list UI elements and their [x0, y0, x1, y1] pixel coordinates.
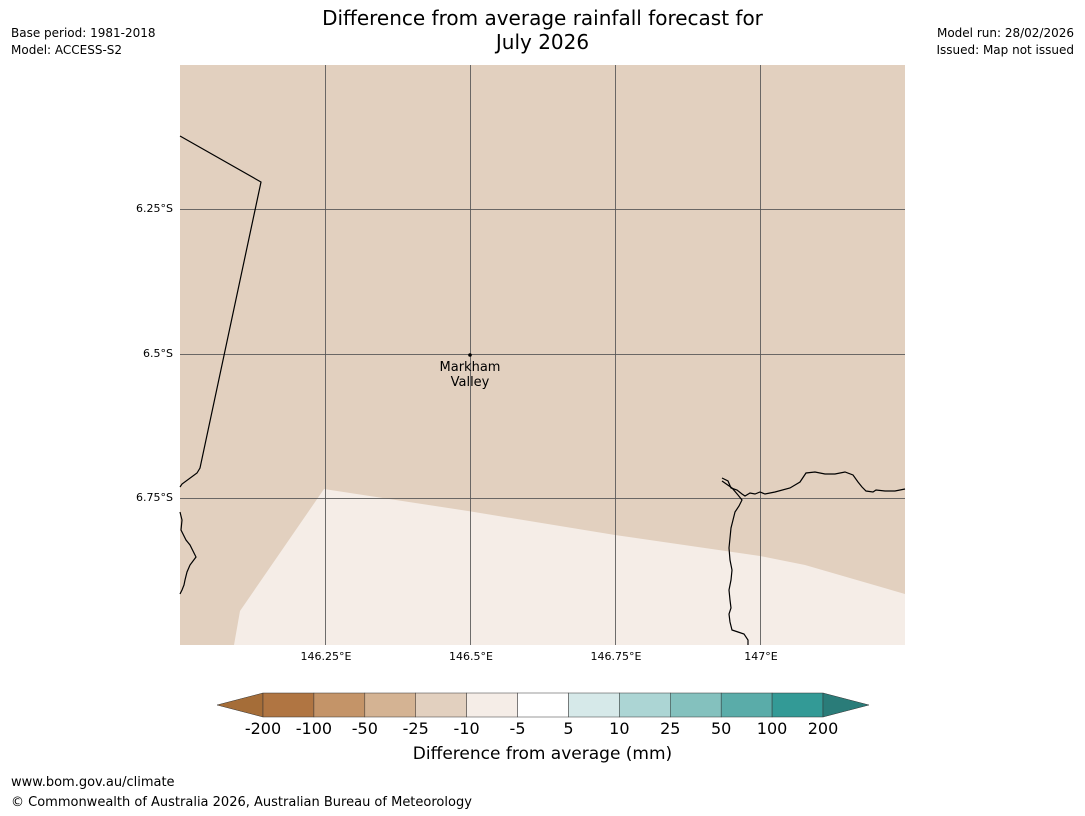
colorbar-segment: [364, 692, 416, 718]
place-name-line-1: Markham: [439, 360, 501, 375]
model-run: Model run: 28/02/2026: [936, 26, 1074, 40]
footer-url: www.bom.gov.au/climate: [11, 775, 175, 790]
meta-right: Model run: 28/02/2026 Issued: Map not is…: [936, 25, 1074, 59]
lat-label-6-75: 6.75°S: [136, 491, 173, 504]
colorbar-title: Difference from average (mm): [412, 744, 673, 764]
lon-label-146-75: 146.75°E: [590, 650, 642, 663]
meta-left: Base period: 1981-2018 Model: ACCESS-S2: [11, 25, 156, 59]
coastline-east: [721, 471, 906, 497]
footer-copyright: © Commonwealth of Australia 2026, Austra…: [11, 795, 472, 810]
colorbar-segment: [771, 692, 824, 718]
colorbar-segment: [262, 692, 315, 718]
lon-label-146-25: 146.25°E: [300, 650, 352, 663]
lon-label-146-5: 146.5°E: [449, 650, 493, 663]
lon-label-147: 147°E: [744, 650, 778, 663]
colorbar-tick-label: -200: [244, 719, 282, 738]
colorbar-segment: [313, 692, 366, 718]
colorbar-tick-label: -25: [402, 719, 429, 738]
near-average-region: [234, 489, 905, 645]
colorbar: [216, 692, 870, 718]
title-line-2: July 2026: [495, 30, 590, 54]
issued-status: Issued: Map not issued: [936, 43, 1074, 57]
colorbar-segment: [517, 692, 569, 718]
colorbar-tick-label: 10: [609, 719, 630, 738]
colorbar-segment: [670, 692, 722, 718]
colorbar-segment: [568, 692, 620, 718]
map-title: Difference from average rainfall forecas…: [0, 6, 1085, 54]
boundary-line-west: [179, 135, 262, 488]
colorbar-tick-label: -50: [351, 719, 378, 738]
lat-label-6-25: 6.25°S: [136, 202, 173, 215]
colorbar-segment: [619, 692, 671, 718]
colorbar-tick-label: 100: [756, 719, 788, 738]
place-label: Markham Valley: [420, 360, 520, 390]
place-marker: [468, 353, 472, 357]
colorbar-tick-label: -100: [295, 719, 333, 738]
title-line-1: Difference from average rainfall forecas…: [322, 6, 763, 30]
coastline-southwest: [179, 511, 197, 595]
place-name-line-2: Valley: [450, 375, 490, 390]
colorbar-tick-label: 25: [660, 719, 681, 738]
colorbar-segment: [466, 692, 518, 718]
colorbar-tick-label: 5: [563, 719, 574, 738]
borders-coastline: [179, 135, 906, 645]
river-line: [721, 480, 749, 645]
colorbar-extend-low: [216, 692, 264, 718]
lat-label-6-5: 6.5°S: [143, 347, 173, 360]
model-name: Model: ACCESS-S2: [11, 43, 123, 57]
base-period: Base period: 1981-2018: [11, 26, 156, 40]
colorbar-segment: [720, 692, 773, 718]
colorbar-tick-label: -5: [509, 719, 526, 738]
colorbar-extend-high: [822, 692, 870, 718]
colorbar-tick-label: 200: [807, 719, 839, 738]
colorbar-tick-label: 50: [710, 719, 732, 738]
colorbar-segment: [415, 692, 467, 718]
colorbar-tick-label: -10: [453, 719, 480, 738]
